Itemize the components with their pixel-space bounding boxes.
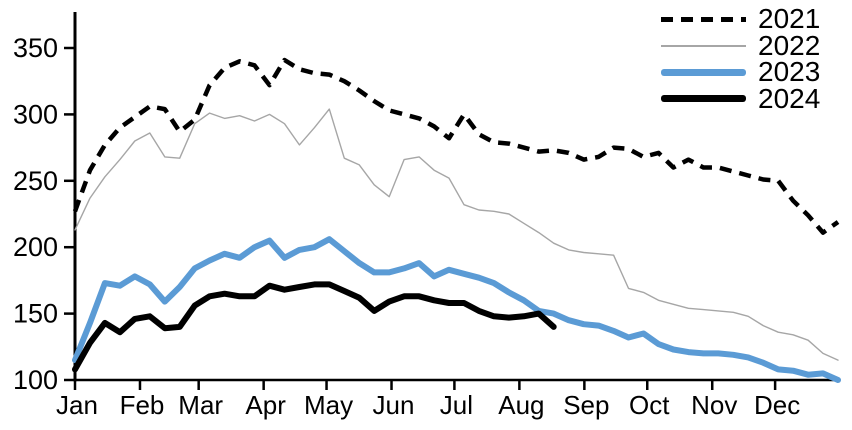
legend-label-2021: 2021	[758, 3, 821, 35]
x-tick-label: Dec	[754, 390, 800, 420]
x-tick-label: May	[304, 390, 353, 420]
y-tick-label: 200	[13, 232, 58, 262]
legend-line-2022-icon	[661, 44, 746, 47]
legend-line-2023-icon	[661, 68, 746, 76]
series-line-2024	[72, 281, 557, 373]
legend: 2021 2022 2023 2024	[661, 3, 821, 114]
legend-item-2024: 2024	[661, 82, 821, 114]
y-tick-label: 300	[13, 99, 58, 129]
y-tick-label: 250	[13, 166, 58, 196]
x-tick-label: Apr	[245, 390, 286, 420]
y-tick-label: 350	[13, 33, 58, 63]
series-line-2023	[72, 236, 841, 383]
legend-item-2022: 2022	[661, 29, 821, 61]
legend-item-2023: 2023	[661, 56, 821, 88]
series-line-2021	[72, 57, 840, 235]
x-tick-label: Nov	[691, 390, 737, 420]
legend-item-2021: 2021	[661, 3, 821, 35]
legend-line-2021-dashed-icon	[661, 16, 746, 22]
x-tick-label: Aug	[498, 390, 544, 420]
x-tick-label: Feb	[120, 390, 165, 420]
legend-label-2024: 2024	[758, 82, 821, 114]
x-tick-label: Jan	[56, 390, 98, 420]
legend-label-2023: 2023	[758, 56, 821, 88]
x-tick-label: Jun	[373, 390, 415, 420]
legend-line-2024-icon	[661, 95, 746, 103]
series-line-2022	[74, 108, 839, 361]
x-tick-label: Oct	[629, 390, 670, 420]
x-tick-label: Mar	[178, 390, 223, 420]
x-tick-label: Sep	[563, 390, 609, 420]
y-tick-label: 150	[13, 299, 58, 329]
y-tick-label: 100	[13, 365, 58, 395]
legend-label-2022: 2022	[758, 29, 821, 61]
x-tick-label: Jul	[440, 390, 473, 420]
